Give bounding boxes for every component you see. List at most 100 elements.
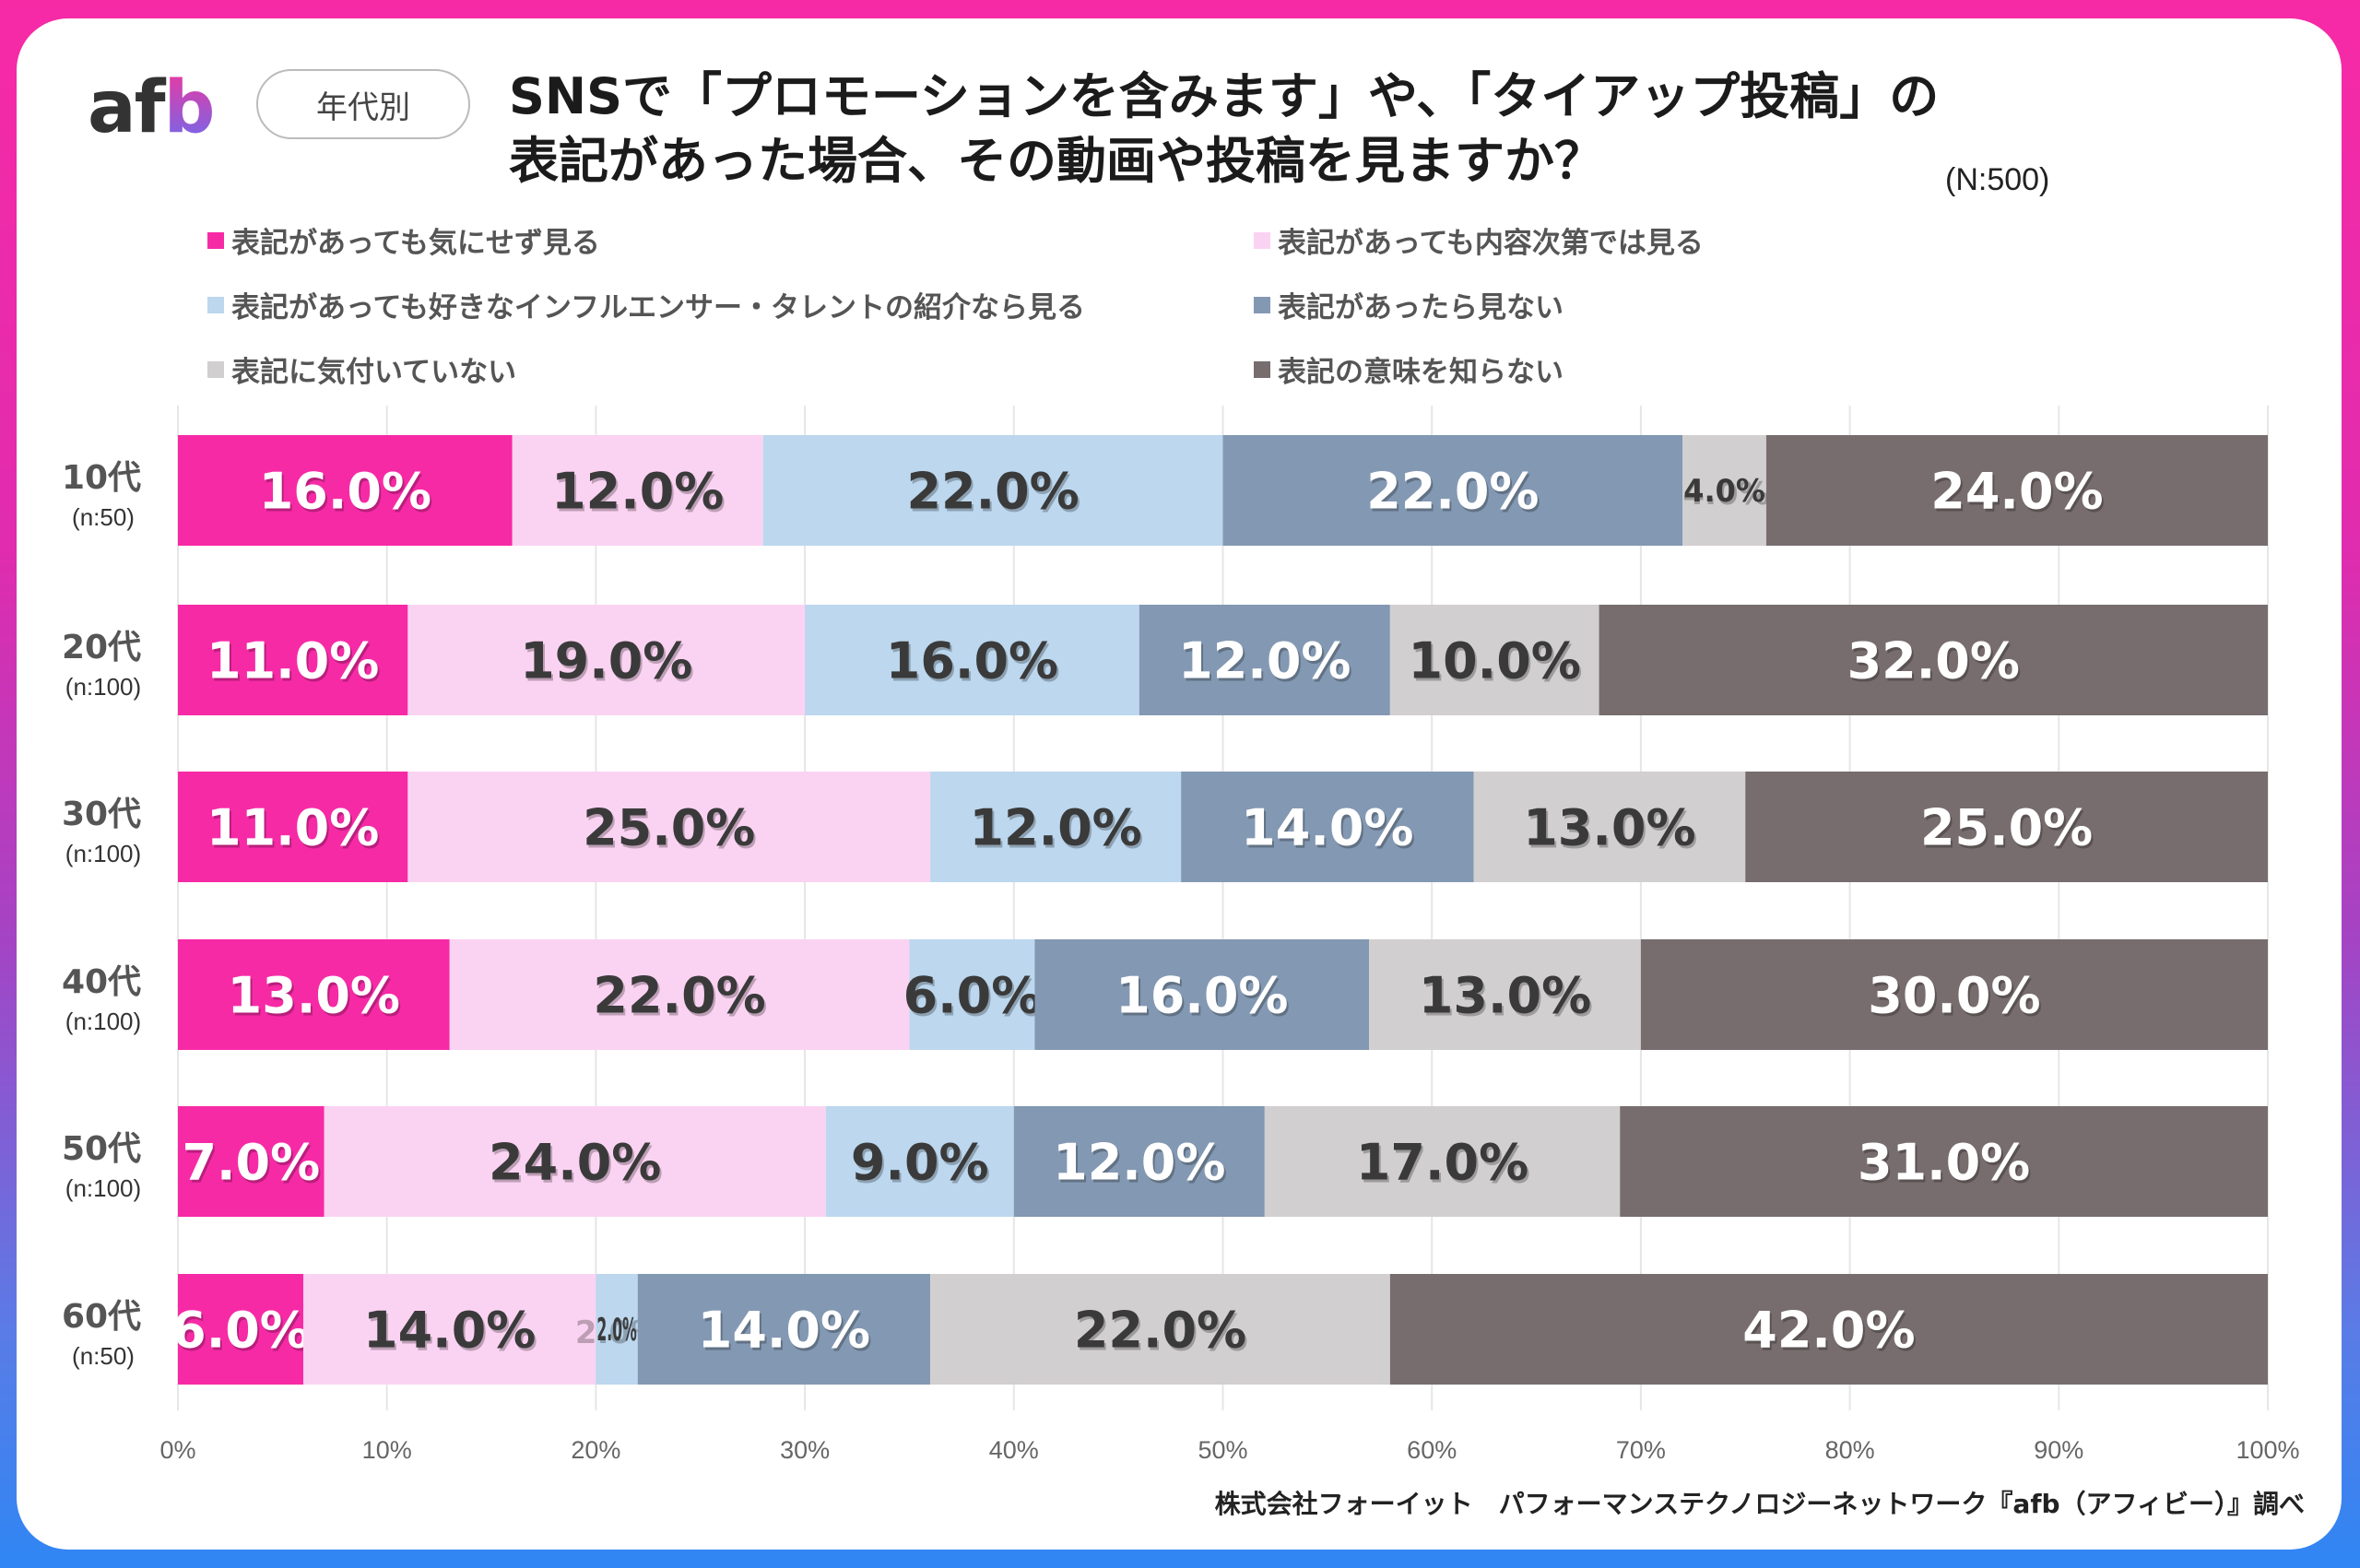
- data-label: 22.0%: [1074, 1301, 1246, 1359]
- data-label-shadow: 11.0%: [208, 801, 381, 859]
- data-label-shadow: 4.0%: [1682, 476, 1769, 513]
- legend-item: 表記があっても内容次第では見る: [1254, 219, 1704, 261]
- data-label: 14.0%: [698, 1301, 870, 1359]
- bar-segment: [178, 1274, 304, 1385]
- data-label-shadow: 10.0%: [1410, 634, 1583, 692]
- bar-segment: [1389, 1274, 2268, 1385]
- bar-segment: [324, 1106, 826, 1217]
- data-label-shadow: 30.0%: [1870, 969, 2042, 1027]
- legend-swatch: [207, 296, 224, 313]
- bar-segment: [930, 1274, 1390, 1385]
- logo-text: af: [88, 66, 166, 149]
- data-label-shadow: 12.0%: [1180, 634, 1352, 692]
- x-tick-label: 0%: [159, 1436, 195, 1464]
- data-label: 24.0%: [1930, 462, 2103, 520]
- data-label: 11.0%: [206, 631, 379, 690]
- data-label-shadow: 16.0%: [888, 634, 1060, 692]
- data-label: 12.0%: [551, 462, 724, 520]
- data-label: 7.0%: [182, 1133, 320, 1191]
- x-tick-label: 60%: [1407, 1436, 1457, 1464]
- data-label-shadow: 22.0%: [1368, 465, 1540, 523]
- data-label-shadow: 11.0%: [208, 634, 381, 692]
- bar-segment: [1599, 605, 2268, 715]
- category-sublabel: (n:50): [72, 503, 135, 531]
- x-tick-label: 50%: [1198, 1436, 1247, 1464]
- bar-segment: [512, 435, 763, 546]
- data-label-shadow: 13.0%: [230, 969, 402, 1027]
- legend-label: 表記があっても内容次第では見る: [1278, 227, 1704, 260]
- data-label: 9.0%: [851, 1133, 989, 1191]
- category-label: 30代: [62, 796, 141, 833]
- bar-segment: [825, 1106, 1014, 1217]
- data-label-shadow: 14.0%: [365, 1303, 537, 1362]
- legend-label: 表記の意味を知らない: [1278, 356, 1564, 389]
- bar-segment: [1139, 605, 1390, 715]
- data-label-shadow: 16.0%: [261, 465, 433, 523]
- bar-segment: [805, 605, 1139, 715]
- chart-title-line2: 表記があった場合、その動画や投稿を見ますか？: [509, 132, 1604, 190]
- bar-segment: [407, 772, 931, 882]
- data-label-shadow: 25.0%: [1922, 801, 2094, 859]
- bar-segment: [1181, 772, 1474, 882]
- bar-segment: [1620, 1106, 2268, 1217]
- bar-segment: [303, 1274, 596, 1385]
- category-label: 20代: [62, 629, 141, 666]
- bar-segment: [1682, 435, 1766, 546]
- x-tick-label: 30%: [780, 1436, 830, 1464]
- data-label: 25.0%: [1920, 798, 2093, 856]
- legend-item: 表記があっても気にせず見る: [207, 219, 600, 261]
- category-label: 60代: [62, 1298, 141, 1336]
- legend-item: 表記の意味を知らない: [1254, 348, 1564, 390]
- data-label-shadow: 22.0%: [908, 465, 1080, 523]
- data-label-shadow: 6.0%: [173, 1303, 312, 1362]
- bar-segment: [1369, 939, 1641, 1050]
- data-label: 25.0%: [583, 798, 755, 856]
- data-label: 2.0%: [596, 1312, 636, 1349]
- sample-size-label: (N:500): [1945, 162, 2050, 197]
- bar-segment: [637, 1274, 931, 1385]
- bar-segment: [762, 435, 1223, 546]
- bar-segment: [1264, 1106, 1621, 1217]
- data-label: 42.0%: [1742, 1301, 1915, 1359]
- legend-label: 表記があったら見ない: [1278, 291, 1564, 324]
- data-label-shadow: 42.0%: [1744, 1303, 1917, 1362]
- data-label: 31.0%: [1858, 1133, 2030, 1191]
- data-label-shadow: 13.0%: [1421, 969, 1593, 1027]
- legend-label: 表記があっても好きなインフルエンサー・タレントの紹介なら見る: [231, 291, 1085, 324]
- data-label: 16.0%: [886, 631, 1058, 690]
- data-label: 12.0%: [1178, 631, 1351, 690]
- bar-segment: [1034, 939, 1370, 1050]
- chart-title: SNSで「プロモーションを含みます」や、「タイアップ投稿」の 表記があった場合、…: [509, 65, 1939, 194]
- data-label: 11.0%: [206, 798, 379, 856]
- x-tick-label: 70%: [1616, 1436, 1666, 1464]
- x-tick-label: 40%: [989, 1436, 1039, 1464]
- data-label-shadow: 14.0%: [700, 1303, 872, 1362]
- category-sublabel: (n:100): [65, 1174, 141, 1202]
- data-label-shadow: 7.0%: [183, 1136, 322, 1194]
- data-label: 14.0%: [363, 1301, 536, 1359]
- data-label-shadow: 14.0%: [1243, 801, 1415, 859]
- x-tick-label: 90%: [2034, 1436, 2083, 1464]
- data-label-shadow: 6.0%: [905, 969, 1044, 1027]
- data-label: 32.0%: [1847, 631, 2020, 690]
- legend-item: 表記に気付いていない: [207, 348, 516, 390]
- legend-swatch: [207, 360, 224, 378]
- x-tick-label: 20%: [571, 1436, 620, 1464]
- data-label: 4.0%: [1683, 473, 1765, 510]
- data-label: 16.0%: [1115, 966, 1288, 1024]
- bar-segment: [178, 1106, 324, 1217]
- legend-item: 表記があったら見ない: [1254, 284, 1564, 325]
- data-label: 22.0%: [906, 462, 1079, 520]
- data-label: 16.0%: [259, 462, 431, 520]
- bar-segment: [178, 605, 408, 715]
- data-label-shadow: 12.0%: [1055, 1136, 1227, 1194]
- logo-text-accent: b: [163, 66, 216, 149]
- category-sublabel: (n:100): [65, 673, 141, 701]
- data-label-shadow: 22.0%: [595, 969, 767, 1027]
- legend-swatch: [207, 231, 224, 249]
- data-label-shadow: 19.0%: [522, 634, 694, 692]
- legend-label: 表記に気付いていない: [231, 356, 517, 389]
- data-label: 17.0%: [1356, 1133, 1528, 1191]
- bar-segment: [449, 939, 910, 1050]
- data-label: 12.0%: [1053, 1133, 1225, 1191]
